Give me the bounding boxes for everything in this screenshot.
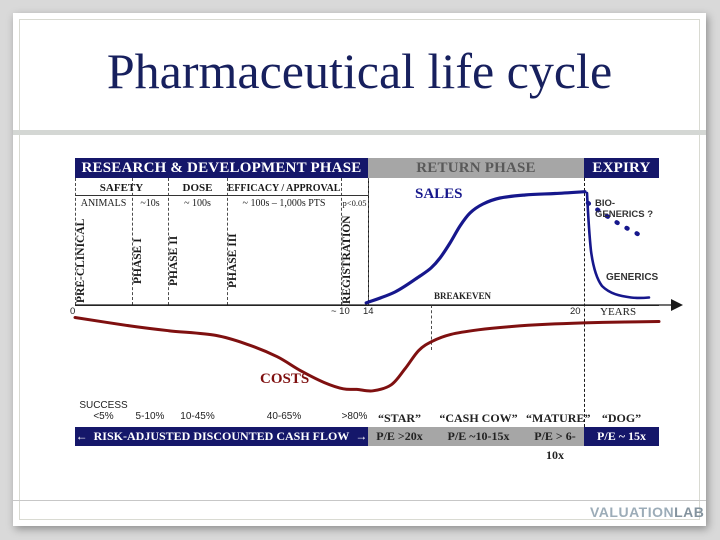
svg-text:GENERICS ?: GENERICS ?: [595, 209, 653, 220]
svg-text:BIO-: BIO-: [595, 198, 615, 209]
svg-text:COSTS: COSTS: [260, 371, 309, 387]
svg-text:SALES: SALES: [415, 186, 463, 202]
svg-text:GENERICS: GENERICS: [606, 272, 659, 283]
